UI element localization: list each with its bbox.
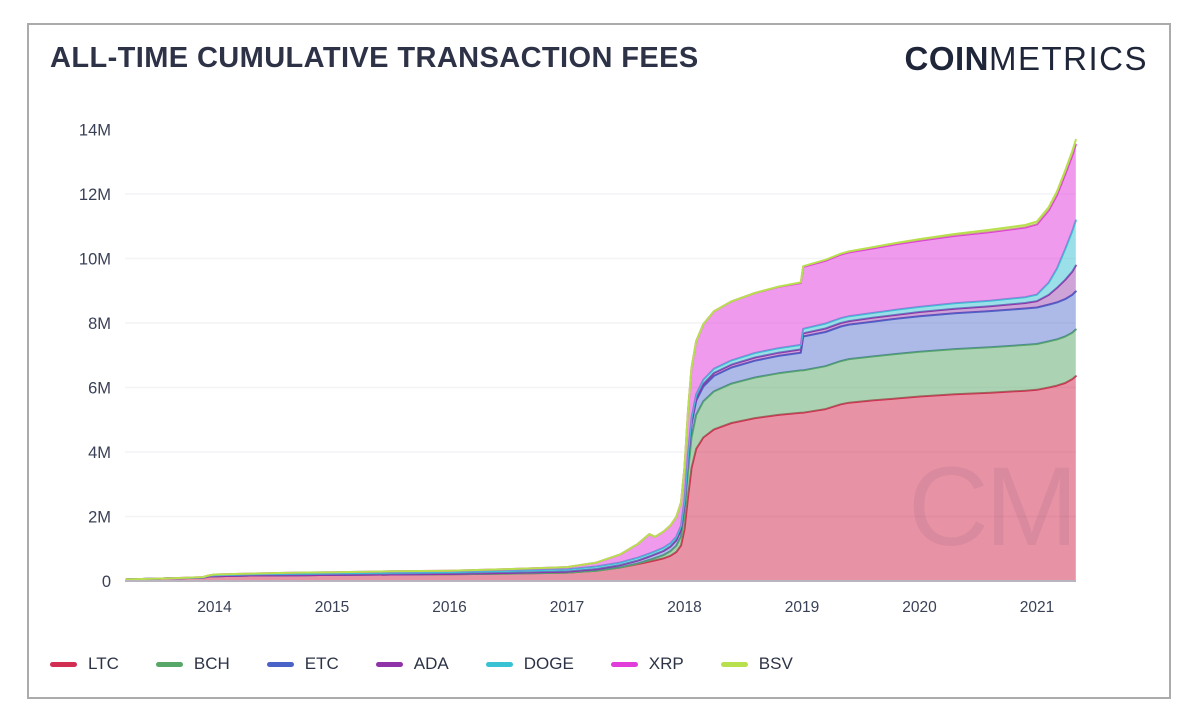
chart-legend: LTC BCH ETC ADA DOGE XRP BSV	[50, 647, 793, 681]
legend-swatch-doge	[485, 661, 513, 667]
legend-label: DOGE	[523, 654, 574, 673]
legend-swatch-ltc	[50, 661, 77, 667]
y-axis-label: 12M	[79, 186, 111, 204]
y-axis-label: 2M	[88, 509, 111, 527]
y-axis-label: 8M	[88, 315, 111, 333]
x-axis-label: 2020	[902, 599, 937, 616]
legend-swatch-ada	[375, 661, 403, 667]
area-bch	[126, 329, 1076, 580]
line-bsv	[125, 138, 1077, 581]
y-axis-label: 4M	[88, 444, 111, 462]
legend-item-ltc[interactable]: LTC	[50, 654, 119, 674]
legend-item-doge[interactable]: DOGE	[485, 654, 574, 674]
coinmetrics-logo: COINMETRICS	[905, 40, 1149, 78]
x-axis-label: 2017	[550, 599, 584, 616]
x-axis-label: 2014	[197, 599, 232, 616]
y-axis-label: 14M	[79, 122, 111, 140]
legend-item-ada[interactable]: ADA	[375, 654, 449, 674]
brand-coin: COIN	[904, 40, 989, 77]
y-axis-label: 6M	[88, 380, 111, 398]
y-axis-label: 0	[102, 573, 111, 591]
page-title: ALL-TIME CUMULATIVE TRANSACTION FEES	[50, 42, 699, 74]
area-etc	[126, 291, 1076, 580]
legend-swatch-xrp	[610, 661, 638, 667]
x-axis-label: 2015	[315, 599, 349, 616]
legend-item-bch[interactable]: BCH	[155, 654, 230, 674]
legend-label: ADA	[413, 654, 449, 673]
legend-label: BSV	[758, 654, 793, 673]
legend-swatch-etc	[266, 661, 294, 667]
brand-metrics: METRICS	[989, 40, 1148, 77]
legend-swatch-bsv	[720, 661, 748, 667]
legend-label: XRP	[648, 654, 684, 673]
x-axis-label: 2019	[785, 599, 819, 616]
x-axis-label: 2018	[667, 599, 701, 616]
legend-item-bsv[interactable]: BSV	[720, 654, 793, 674]
y-axis-label: 10M	[79, 251, 111, 269]
legend-swatch-bch	[155, 661, 183, 667]
x-axis-label: 2016	[432, 599, 466, 616]
legend-label: ETC	[304, 654, 339, 673]
legend-label: BCH	[193, 654, 230, 673]
x-axis-label: 2021	[1020, 599, 1054, 616]
cm-watermark: CM	[908, 444, 1074, 569]
legend-label: LTC	[88, 654, 119, 673]
legend-item-etc[interactable]: ETC	[266, 654, 339, 674]
area-ltc	[126, 376, 1076, 581]
legend-item-xrp[interactable]: XRP	[610, 654, 684, 674]
